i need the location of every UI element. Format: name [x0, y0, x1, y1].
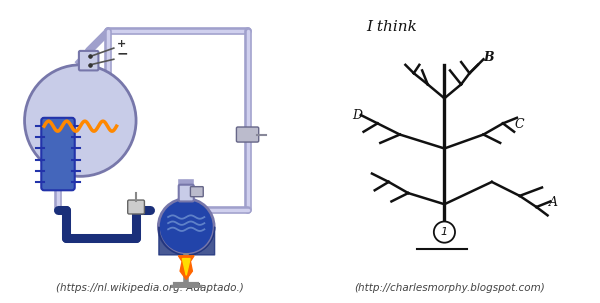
- Text: D: D: [352, 109, 362, 122]
- Text: (https://nl.wikipedia.org. Adaptado.): (https://nl.wikipedia.org. Adaptado.): [56, 283, 244, 293]
- FancyBboxPatch shape: [79, 51, 98, 70]
- Circle shape: [434, 221, 455, 243]
- Polygon shape: [178, 256, 194, 279]
- Polygon shape: [182, 258, 190, 275]
- Text: +: +: [116, 39, 126, 49]
- Text: 1: 1: [441, 227, 448, 237]
- FancyBboxPatch shape: [41, 118, 75, 190]
- FancyBboxPatch shape: [236, 127, 259, 142]
- FancyBboxPatch shape: [128, 200, 145, 214]
- Text: A: A: [549, 196, 558, 209]
- Text: (http://charlesmorphy.blogspot.com): (http://charlesmorphy.blogspot.com): [355, 283, 545, 293]
- Text: −: −: [116, 47, 128, 61]
- FancyBboxPatch shape: [179, 185, 194, 201]
- Circle shape: [25, 65, 136, 176]
- FancyBboxPatch shape: [190, 187, 203, 197]
- Text: C: C: [514, 118, 524, 131]
- Circle shape: [158, 199, 214, 255]
- Text: B: B: [484, 51, 494, 64]
- Text: I think: I think: [367, 20, 417, 35]
